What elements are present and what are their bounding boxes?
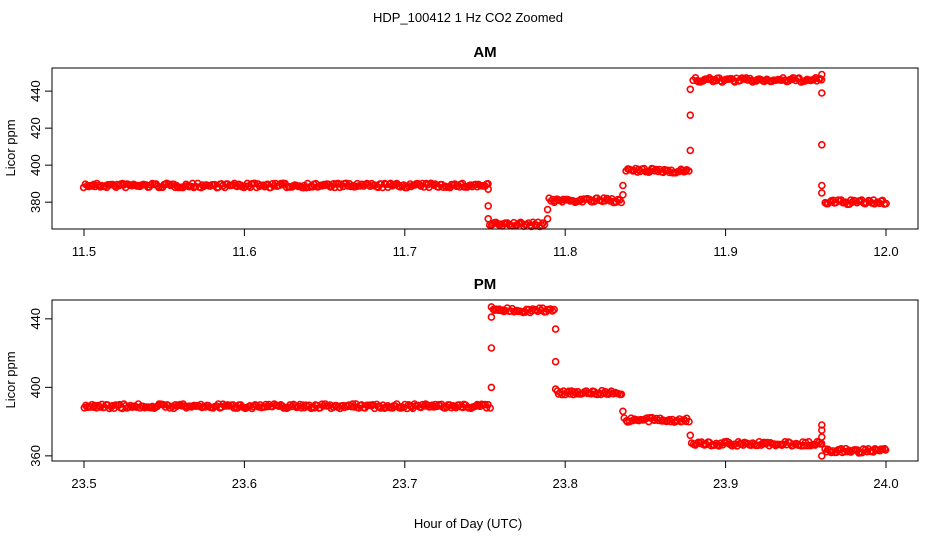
- data-point: [486, 404, 495, 412]
- data-point: [538, 219, 547, 227]
- panel-am-y-tick-label: 440: [28, 80, 43, 102]
- panel-pm: PM Licor ppm 23.5 23.6 23.7 23.8 23.9 24.0 36…: [3, 276, 919, 491]
- panel-am-x-axis: 11.5 11.6 11.7 11.8 11.9 12.0: [72, 228, 899, 259]
- data-point: [848, 198, 856, 206]
- panel-pm-y-tick-label: 360: [28, 445, 43, 467]
- panel-pm-x-tick-label: 24.0: [873, 476, 898, 491]
- panel-pm-x-axis: 23.5 23.6 23.7 23.8 23.9 24.0: [71, 460, 899, 491]
- panel-am-y-tick-label: 420: [28, 117, 43, 139]
- data-point: [685, 167, 693, 175]
- panel-am-x-tick-label: 12.0: [873, 244, 898, 259]
- data-point: [543, 215, 552, 223]
- data-point: [817, 433, 826, 441]
- data-point: [423, 401, 432, 409]
- panel-am-y-label: Licor ppm: [3, 119, 18, 176]
- data-point: [487, 344, 496, 352]
- panel-am-y-tick-label: 400: [28, 154, 43, 176]
- data-point: [686, 111, 695, 119]
- data-point: [817, 181, 826, 190]
- data-point: [643, 414, 651, 422]
- data-point: [484, 185, 493, 193]
- data-point: [551, 325, 560, 333]
- panel-am-points: [79, 70, 890, 231]
- panel-am-y-tick-label: 380: [28, 191, 43, 213]
- data-point: [686, 85, 695, 94]
- data-point: [550, 305, 559, 314]
- data-point: [466, 181, 475, 189]
- panel-pm-y-axis: 360 400 440: [28, 308, 52, 467]
- data-point: [619, 191, 627, 199]
- panel-pm-points: [80, 303, 890, 460]
- panel-pm-x-tick-label: 23.7: [392, 476, 417, 491]
- panel-am-x-tick-label: 11.5: [72, 244, 96, 259]
- data-point: [484, 215, 493, 223]
- panel-am-x-tick-label: 11.7: [393, 244, 417, 259]
- panel-am-title: AM: [473, 44, 496, 61]
- data-point: [685, 417, 693, 426]
- data-point: [686, 431, 695, 440]
- data-point: [484, 202, 493, 210]
- data-point: [148, 402, 157, 411]
- panel-am-x-tick-label: 11.8: [553, 244, 577, 259]
- panel-am-y-axis: 380 400 420 440: [28, 80, 52, 213]
- panel-pm-x-tick-label: 23.9: [713, 476, 738, 491]
- data-point: [817, 189, 826, 197]
- data-point: [540, 220, 549, 229]
- data-point: [881, 446, 890, 454]
- data-point: [259, 181, 268, 189]
- figure-title: HDP_100412 1 Hz CO2 Zoomed: [373, 10, 563, 25]
- data-point: [487, 383, 496, 392]
- data-point: [487, 303, 496, 311]
- data-point: [377, 180, 386, 188]
- data-point: [329, 180, 338, 188]
- panel-pm-title: PM: [474, 276, 497, 293]
- data-point: [721, 439, 730, 447]
- panel-pm-y-label: Licor ppm: [3, 351, 18, 408]
- data-point: [617, 390, 626, 399]
- data-point: [817, 89, 826, 97]
- data-point: [551, 385, 560, 393]
- panel-pm-y-tick-label: 400: [28, 376, 43, 398]
- data-point: [410, 400, 419, 408]
- panel-am-x-tick-label: 11.6: [232, 244, 256, 259]
- data-point: [686, 146, 695, 155]
- panel-pm-x-tick-label: 23.8: [553, 476, 578, 491]
- data-point: [817, 141, 826, 149]
- panel-pm-plot-box: [51, 299, 919, 462]
- data-point: [619, 407, 627, 416]
- panel-pm-y-tick-label: 440: [28, 308, 43, 330]
- data-point: [882, 199, 890, 208]
- data-point: [817, 70, 826, 79]
- data-point: [551, 357, 560, 366]
- panel-am: AM Licor ppm 11.5 11.6 11.7 11.8 11.9 12.0 38…: [3, 44, 919, 259]
- data-point: [619, 181, 627, 190]
- data-point: [617, 198, 626, 207]
- data-point: [487, 313, 496, 321]
- data-point: [716, 77, 725, 85]
- data-point: [817, 452, 826, 460]
- x-axis-label: Hour of Day (UTC): [414, 516, 522, 531]
- panel-am-x-tick-label: 11.9: [713, 244, 737, 259]
- data-point: [543, 205, 552, 214]
- panel-pm-x-tick-label: 23.6: [232, 476, 257, 491]
- panel-pm-x-tick-label: 23.5: [71, 476, 96, 491]
- data-point: [319, 402, 328, 410]
